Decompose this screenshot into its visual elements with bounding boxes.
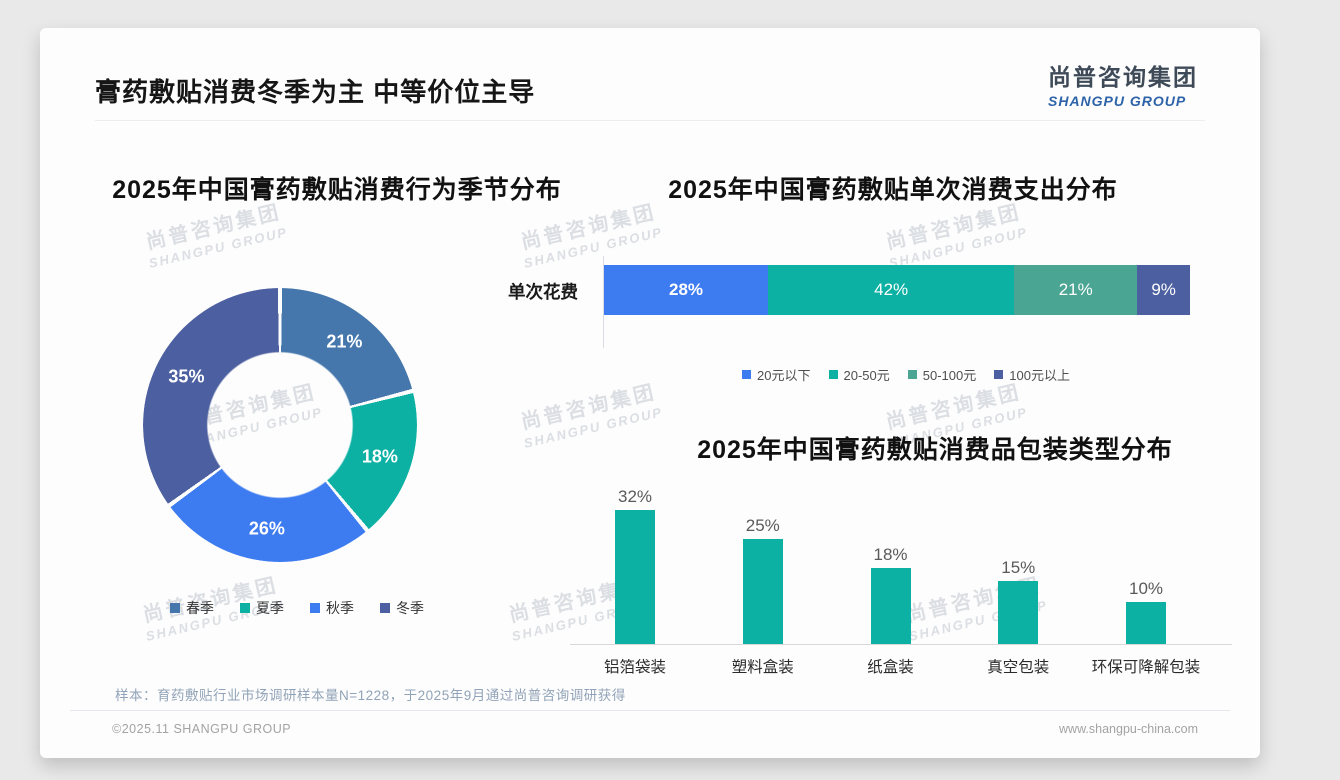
season-legend: 春季 夏季 秋季 冬季 — [97, 598, 497, 618]
legend-swatch — [380, 603, 390, 613]
footer-divider — [70, 710, 1230, 711]
legend-item: 冬季 — [380, 598, 424, 618]
stacked-bar: 28% 42% 21% 9% — [604, 265, 1190, 315]
bar-category-label: 环保可降解包装 — [1091, 659, 1201, 676]
legend-item: 100元以上 — [994, 365, 1070, 384]
bar-category-label: 纸盒装 — [867, 659, 914, 676]
bar-category-label: 铝箔袋装 — [603, 659, 667, 676]
bar-segment-label: 42% — [874, 280, 909, 299]
watermark-cn-text: 尚普咨询集团 — [884, 381, 1024, 434]
sample-footnote: 样本：育药敷贴行业市场调研样本量N=1228，于2025年9月通过尚普咨询调研获… — [115, 688, 626, 703]
legend-label: 冬季 — [396, 600, 424, 616]
legend-item: 夏季 — [240, 598, 284, 618]
legend-label: 秋季 — [326, 600, 354, 616]
spend-legend: 20元以下 20-50元 50-100元 100元以上 — [606, 365, 1206, 384]
bar-segment: 9% — [1137, 265, 1190, 315]
logo-cn-text: 尚普咨询集团 — [1048, 64, 1198, 90]
watermark-en-text: SHANGPU GROUP — [887, 224, 1030, 271]
bar-category-label: 真空包装 — [987, 659, 1050, 676]
bar — [742, 539, 783, 644]
legend-label: 春季 — [186, 600, 214, 616]
legend-swatch — [240, 603, 250, 613]
footer-website: www.shangpu-china.com — [1059, 722, 1198, 736]
donut-slice-label: 18% — [361, 446, 398, 467]
donut-slice-label: 26% — [248, 518, 285, 539]
stacked-bar-axis — [603, 256, 604, 348]
legend-swatch — [310, 603, 320, 613]
bar-value-label: 18% — [873, 545, 908, 565]
bar-value-label: 15% — [1001, 558, 1036, 577]
legend-swatch — [907, 370, 917, 379]
legend-item: 秋季 — [310, 598, 354, 618]
bar-segment-label: 21% — [1058, 280, 1093, 299]
legend-swatch — [994, 370, 1004, 379]
legend-label: 20-50元 — [843, 368, 890, 383]
bar — [998, 581, 1039, 644]
watermark-en-text: SHANGPU GROUP — [522, 224, 665, 271]
donut-chart-title: 2025年中国膏药敷贴消费行为季节分布 — [112, 176, 562, 204]
bar-value-label: 25% — [745, 516, 780, 535]
bar-category-label: 塑料盒装 — [731, 659, 794, 676]
slide-card: 尚普咨询集团 SHANGPU GROUP 尚普咨询集团 SHANGPU GROUP 尚普… — [40, 28, 1260, 758]
bar — [870, 568, 911, 644]
bar-segment: 28% — [604, 265, 769, 315]
donut-chart: 21% 18% 26% 35% — [143, 288, 417, 562]
bar-segment: 42% — [768, 265, 1015, 315]
legend-item: 50-100元 — [907, 365, 977, 384]
legend-label: 20元以下 — [757, 368, 811, 383]
watermark-cn-text: 尚普咨询集团 — [519, 381, 659, 434]
legend-label: 夏季 — [256, 600, 284, 616]
watermark-en-text: SHANGPU GROUP — [147, 224, 290, 271]
legend-swatch — [828, 370, 838, 379]
page-title: 膏药敷贴消费冬季为主 中等价位主导 — [95, 77, 536, 107]
bar-value-label: 10% — [1128, 579, 1164, 598]
logo-en-text: SHANGPU GROUP — [1048, 93, 1187, 109]
legend-swatch — [742, 370, 752, 379]
legend-item: 20-50元 — [828, 365, 890, 384]
footer-copyright: ©2025.11 SHANGPU GROUP — [112, 722, 292, 736]
bar — [1126, 602, 1166, 644]
legend-item: 20元以下 — [742, 365, 811, 384]
packaging-bar-chart: 32% 铝箔袋装 25% 塑料盒装 18% 纸盒装 15% 真空包装 10% 环保可降解包装 — [570, 487, 1232, 676]
bar-segment-label: 28% — [669, 280, 704, 299]
donut-slice-label: 35% — [168, 366, 205, 387]
spend-chart-title: 2025年中国膏药敷贴单次消费支出分布 — [668, 176, 1118, 204]
legend-swatch — [170, 603, 180, 613]
stacked-bar-row-label: 单次花费 — [508, 282, 578, 302]
legend-label: 50-100元 — [922, 368, 977, 383]
donut-slice-label: 21% — [326, 331, 363, 352]
packaging-chart-title: 2025年中国膏药敷贴消费品包装类型分布 — [697, 436, 1173, 464]
legend-label: 100元以上 — [1009, 368, 1070, 383]
header-divider — [95, 120, 1205, 121]
bar-value-label: 32% — [617, 486, 653, 506]
bar — [615, 509, 655, 644]
company-logo: 尚普咨询集团 SHANGPU GROUP — [1048, 58, 1198, 109]
legend-item: 春季 — [170, 598, 214, 618]
bar-segment: 21% — [1014, 265, 1138, 315]
bar-segment-label: 9% — [1151, 280, 1176, 299]
